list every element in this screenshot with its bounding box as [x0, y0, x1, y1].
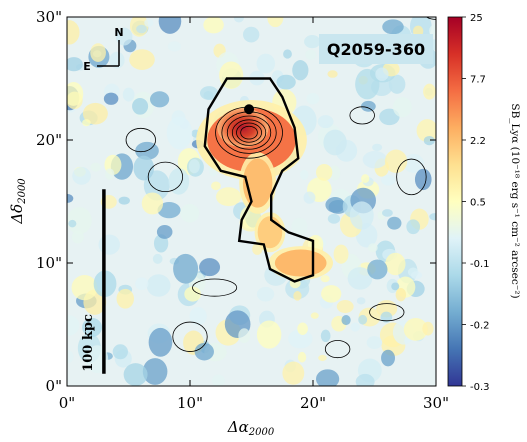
x-axis-label: Δα2000: [227, 418, 275, 438]
plot-frame: [66, 16, 437, 387]
colorbar-label: SB_Lyα (10⁻¹⁸ erg s⁻¹ cm⁻² arcsec⁻²): [509, 103, 521, 298]
noise-contour: [324, 340, 351, 359]
compass: N E: [83, 26, 123, 73]
chart-title: Q2059-360: [327, 40, 425, 59]
colorbar-gradient: [447, 16, 463, 387]
x-tick-label: 10": [177, 394, 203, 412]
scale-bar-label: 100 kpc: [81, 314, 96, 372]
quasar-marker: [244, 104, 255, 115]
colorbar-tick-label: 25: [470, 13, 483, 24]
title-box: Q2059-360: [319, 34, 433, 64]
y-tick-label: 30": [36, 8, 62, 26]
x-tick-label: 0": [59, 394, 75, 412]
scale-bar: 100 kpc: [81, 189, 106, 374]
noise-contour: [192, 278, 238, 297]
nebula-blob: [274, 249, 327, 277]
colorbar-ticks: 25 7.7 2.2 0.5 -0.1 -0.2 -0.3: [462, 13, 490, 393]
y-tick-label: 10": [36, 254, 62, 272]
noise-contour: [396, 158, 427, 196]
x-tick-label: 20": [300, 394, 326, 412]
x-axis-ticks: 0" 10" 20" 30": [59, 17, 449, 412]
colorbar-tick-label: -0.1: [470, 259, 490, 270]
noise-contour: [172, 321, 208, 352]
compass-north-label: N: [114, 26, 123, 39]
y-axis-ticks: 0" 10" 20" 30": [36, 8, 436, 395]
colorbar-tick-label: -0.3: [470, 382, 490, 393]
x-tick-label: 30": [423, 394, 449, 412]
compass-east-label: E: [83, 60, 91, 73]
inner-contour: [226, 115, 272, 150]
outer-contour: [203, 77, 315, 283]
noise-contour: [125, 127, 156, 153]
y-tick-label: 20": [36, 131, 62, 149]
colorbar-tick-label: 2.2: [470, 136, 486, 147]
inner-contour: [240, 125, 258, 140]
inner-contour: [236, 122, 262, 143]
noise-contour: [147, 161, 184, 193]
contour-lines: [125, 17, 436, 359]
y-axis-label: Δδ2000: [8, 178, 28, 225]
noise-contour: [349, 106, 375, 125]
inner-contour: [231, 119, 267, 146]
colorbar-tick-label: 7.7: [470, 75, 486, 86]
colorbar: 25 7.7 2.2 0.5 -0.1 -0.2 -0.3 SB_Lyα (10⁻¹⁸ er…: [447, 13, 521, 393]
colorbar-tick-label: -0.2: [470, 321, 490, 332]
noise-contour: [369, 303, 405, 322]
y-tick-label: 0": [46, 377, 62, 395]
colorbar-tick-label: 0.5: [470, 198, 486, 209]
